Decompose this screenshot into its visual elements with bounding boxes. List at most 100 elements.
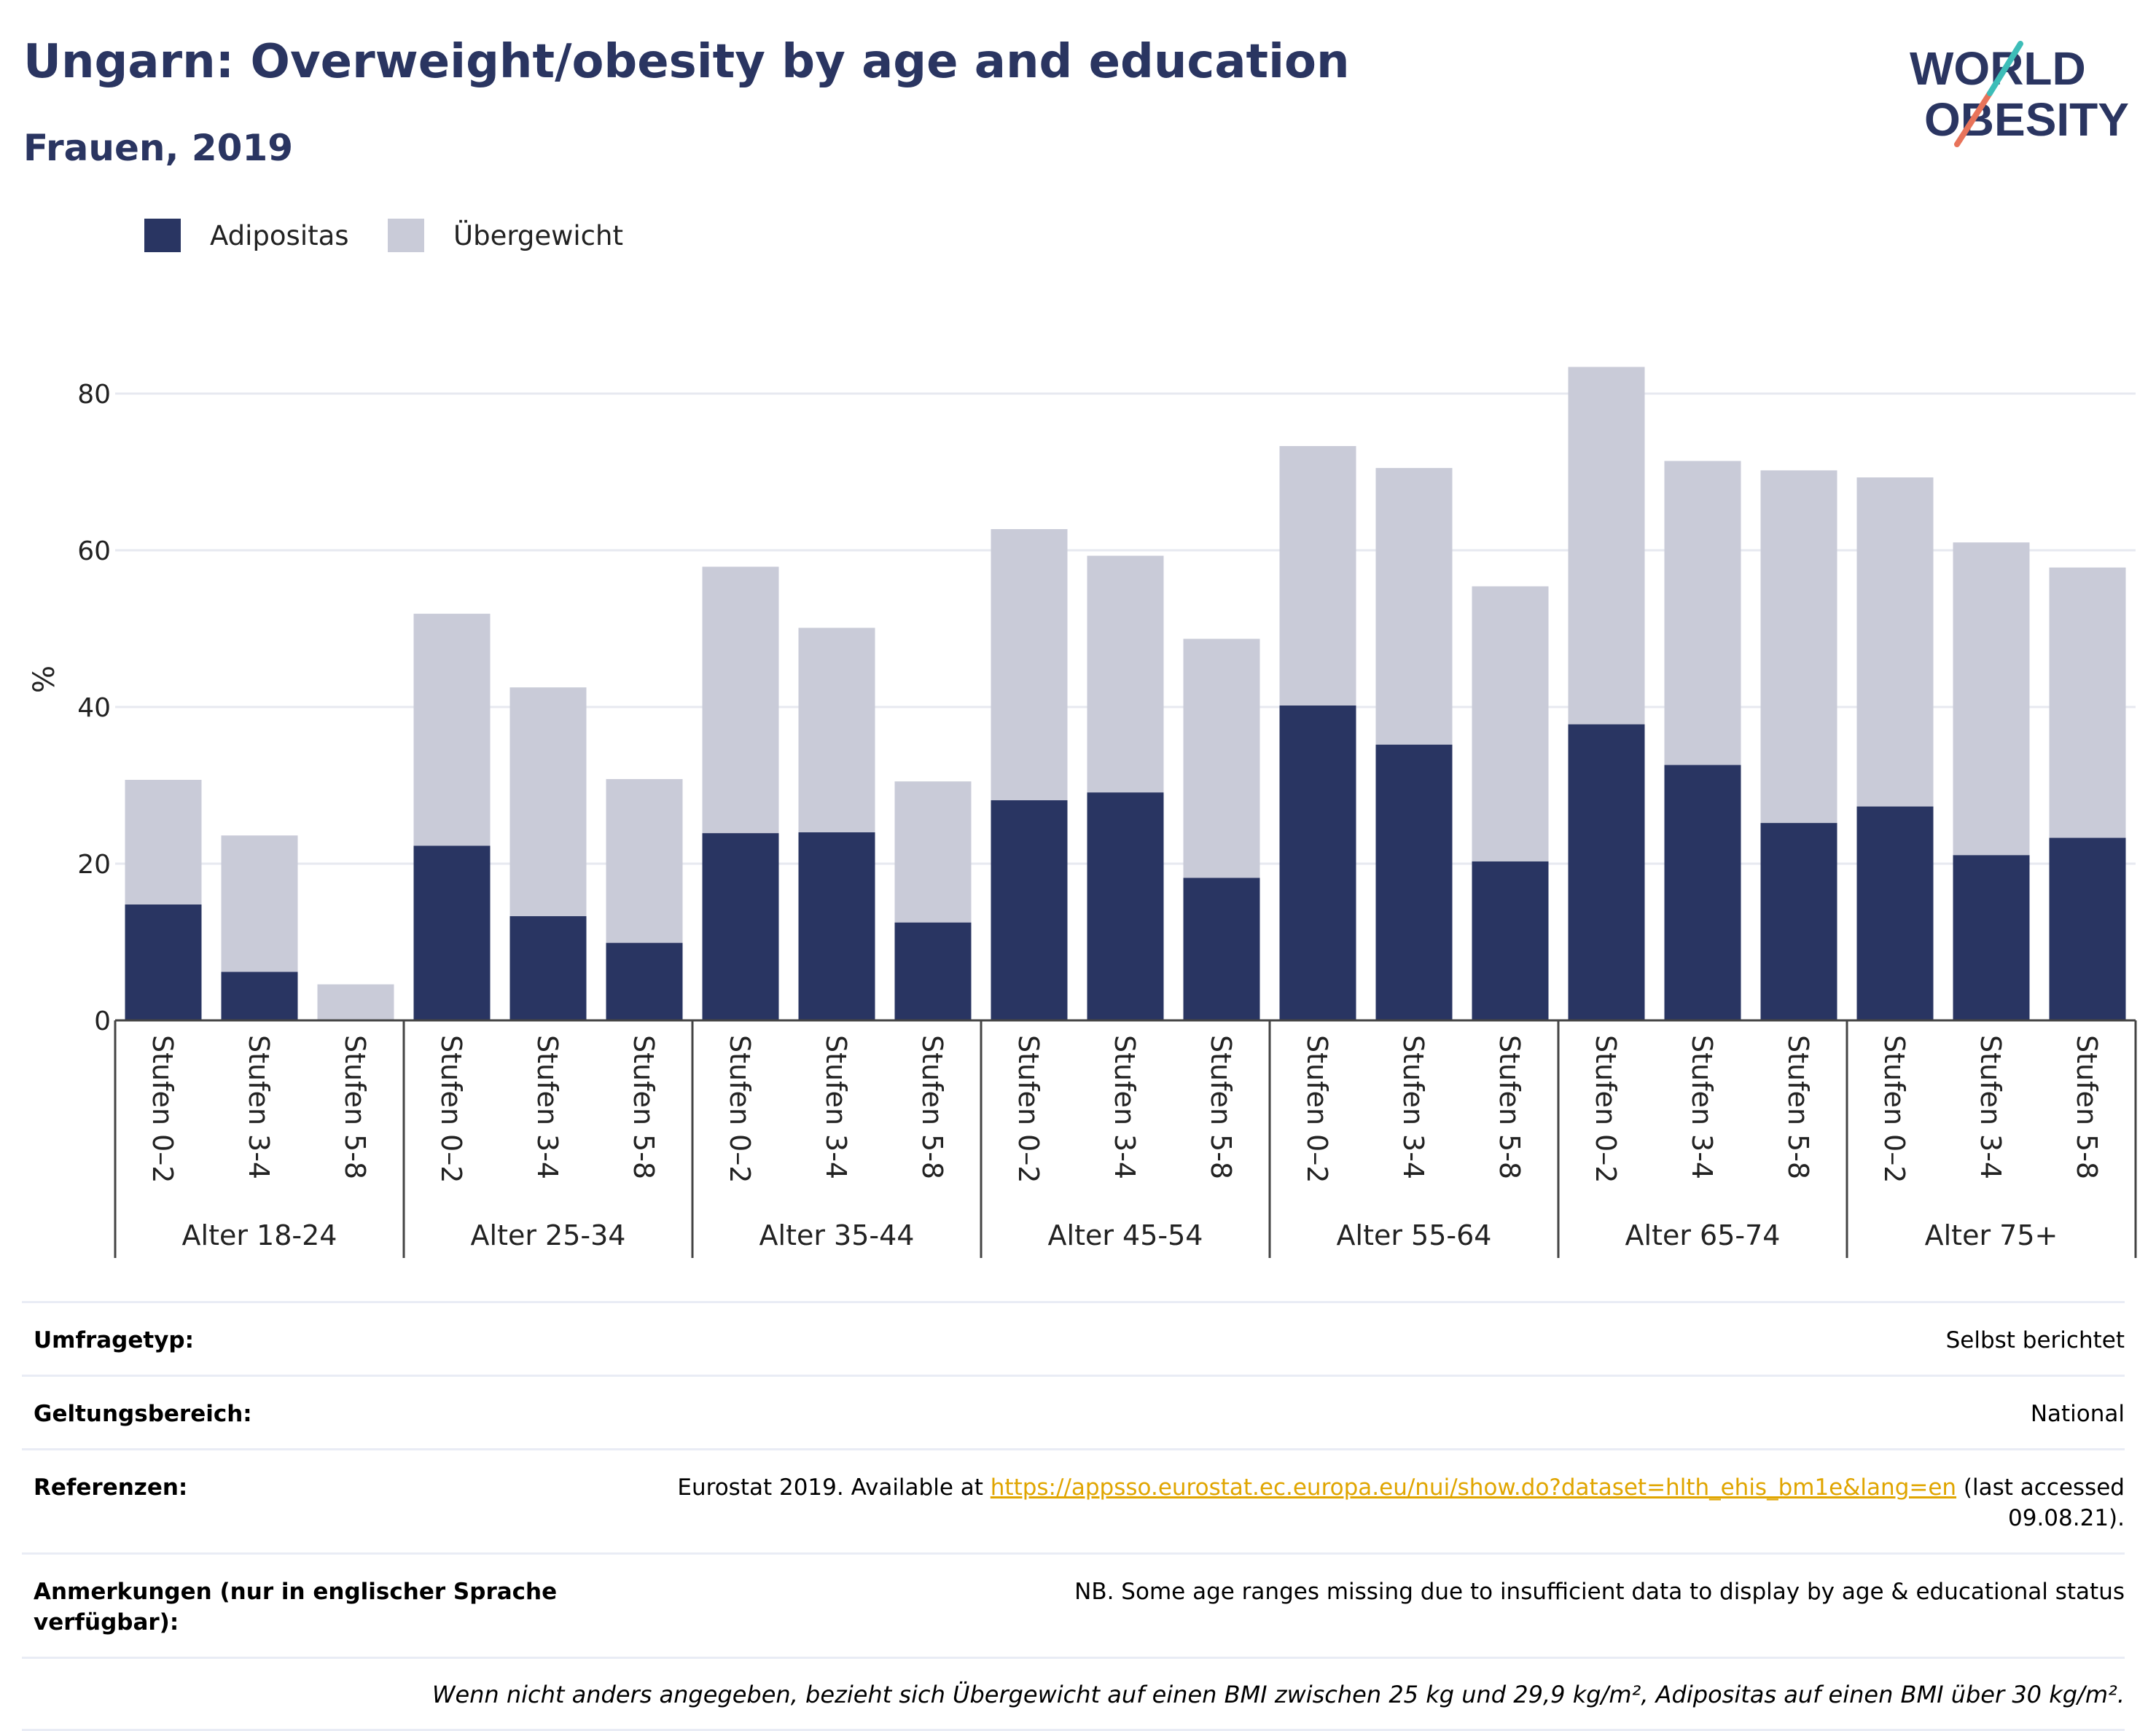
group-label: Alter 25-34 [471,1219,626,1251]
bar-uebergewicht [1279,446,1356,706]
logo-slash-upper [1987,41,2023,96]
coverage-label: Geltungsbereich: [34,1401,252,1427]
x-tick-label: Stufen 0–2 [147,1035,179,1183]
x-tick-label: Stufen 0–2 [435,1035,467,1183]
world-obesity-logo: WORLD OBESITY [1910,41,2129,147]
bar-uebergewicht [1087,555,1164,793]
x-tick-label: Stufen 0–2 [724,1035,756,1183]
x-tick-label: Stufen 5-8 [1782,1035,1814,1179]
bar-adipositas [1664,765,1741,1020]
references-prefix: Eurostat 2019. Available at [677,1474,991,1501]
legend-label: Adipositas [210,220,349,251]
survey-type-label: Umfragetyp: [34,1327,194,1353]
survey-type-row: Umfragetyp: Selbst berichtet [22,1301,2125,1375]
coverage-value: National [2030,1401,2125,1427]
bar-adipositas [1375,744,1453,1020]
survey-type-value: Selbst berichtet [1945,1327,2125,1353]
bar-adipositas [2049,837,2126,1020]
stacked-bar-chart: 0 20 40 60 80% Adipositas Übergewicht Stufen 0–… [28,219,2137,1258]
x-tick-label: Stufen 3-4 [1975,1035,2007,1179]
logo-slash-lower [1954,90,1993,147]
legend-label: Übergewicht [453,220,623,251]
x-tick-label: Stufen 0–2 [1012,1035,1044,1183]
legend-swatch [388,219,424,252]
y-tick-label: 0 [94,1007,111,1036]
bar-adipositas [894,922,972,1020]
x-tick-label: Stufen 5-8 [339,1035,371,1179]
bar-uebergewicht [317,984,394,1020]
references-link[interactable]: https://appsso.eurostat.ec.europa.eu/nui… [990,1474,1957,1501]
x-tick-label: Stufen 0–2 [1878,1035,1910,1183]
bar-adipositas [1568,724,1645,1020]
bar-uebergewicht [606,778,683,943]
bar-adipositas [509,916,587,1020]
bar-uebergewicht [2049,567,2126,838]
group-label: Alter 75+ [1925,1219,2058,1251]
group-label: Alter 45-54 [1048,1219,1203,1251]
x-tick-label: Stufen 3-4 [820,1035,852,1179]
group-label: Alter 55-64 [1337,1219,1492,1251]
bar-adipositas [1183,878,1260,1020]
legend-swatch [144,219,181,252]
bar-adipositas [1953,855,2030,1020]
y-axis-label: % [28,665,61,693]
bar-uebergewicht [1953,542,2030,856]
group-label: Alter 18-24 [182,1219,337,1251]
bar-adipositas [125,904,202,1020]
bar-adipositas [1856,806,1934,1020]
bar-adipositas [221,972,298,1020]
references-value: Eurostat 2019. Available at https://apps… [558,1472,2125,1533]
bar-uebergewicht [125,779,202,904]
bar-uebergewicht [1375,468,1453,745]
bar-adipositas [798,832,875,1020]
x-tick-label: Stufen 3-4 [1109,1035,1141,1179]
x-tick-label: Stufen 5-8 [916,1035,948,1179]
group-label: Alter 65-74 [1625,1219,1781,1251]
remarks-value: NB. Some age ranges missing due to insuf… [1074,1579,2125,1605]
bar-uebergewicht [1472,586,1549,861]
remarks-label: Anmerkungen (nur in englischer Sprache v… [34,1579,558,1636]
bar-adipositas [991,800,1068,1020]
x-tick-label: Stufen 0–2 [1301,1035,1333,1183]
x-tick-label: Stufen 3-4 [1686,1035,1718,1179]
bar-adipositas [1087,792,1164,1020]
bar-adipositas [1472,861,1549,1020]
bar-uebergewicht [1856,477,1934,807]
references-row: Referenzen: Eurostat 2019. Available at … [22,1448,2125,1552]
bar-uebergewicht [1568,367,1645,724]
bar-adipositas [1760,823,1837,1020]
chart-title: Ungarn: Overweight/obesity by age and ed… [23,35,1350,89]
group-label: Alter 35-44 [759,1219,915,1251]
x-tick-label: Stufen 3-4 [531,1035,563,1179]
bar-uebergewicht [991,528,1068,800]
bar-uebergewicht [509,687,587,917]
bar-adipositas [606,942,683,1020]
y-tick-label: 60 [77,536,111,566]
x-tick-label: Stufen 3-4 [1397,1035,1429,1179]
chart-subtitle: Frauen, 2019 [23,127,294,169]
x-tick-label: Stufen 5-8 [1205,1035,1237,1179]
bar-uebergewicht [702,566,779,834]
x-tick-label: Stufen 5-8 [1493,1035,1526,1179]
bar-adipositas [702,833,779,1020]
bar-uebergewicht [1664,461,1741,765]
x-tick-label: Stufen 3-4 [243,1035,275,1179]
bmi-footnote: Wenn nicht anders angegeben, bezieht sic… [22,1657,2125,1731]
bar-uebergewicht [413,614,491,846]
bar-uebergewicht [221,835,298,972]
y-tick-label: 80 [77,380,111,410]
remarks-row: Anmerkungen (nur in englischer Sprache v… [22,1552,2125,1657]
x-tick-label: Stufen 5-8 [628,1035,660,1179]
coverage-row: Geltungsbereich: National [22,1375,2125,1448]
bar-uebergewicht [1183,638,1260,878]
bar-adipositas [413,845,491,1020]
references-label: Referenzen: [34,1474,188,1501]
bar-uebergewicht [894,781,972,923]
bar-adipositas [1279,705,1356,1020]
bar-uebergewicht [1760,470,1837,824]
x-tick-label: Stufen 0–2 [1590,1035,1622,1183]
notes-table: Umfragetyp: Selbst berichtet Geltungsber… [22,1301,2125,1731]
x-tick-label: Stufen 5-8 [2071,1035,2103,1179]
references-suffix: (last accessed 09.08.21). [1956,1474,2125,1531]
y-tick-label: 40 [77,693,111,723]
